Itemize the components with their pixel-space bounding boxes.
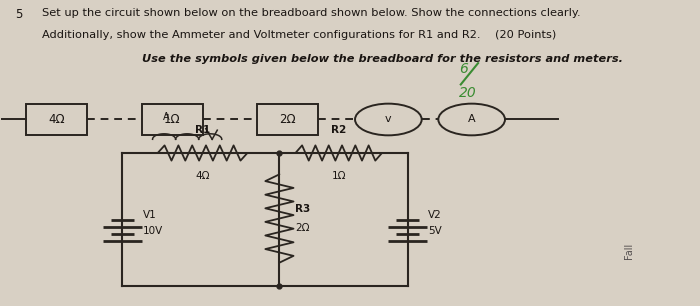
Text: R1: R1 xyxy=(195,125,210,135)
Text: 1Ω: 1Ω xyxy=(164,113,181,126)
Text: 4Ω: 4Ω xyxy=(195,171,210,181)
Text: Set up the circuit shown below on the breadboard shown below. Show the connectio: Set up the circuit shown below on the br… xyxy=(42,8,581,18)
Text: Fall: Fall xyxy=(624,242,634,259)
Text: 5: 5 xyxy=(15,8,22,21)
Text: V1: V1 xyxy=(143,211,157,220)
Text: V2: V2 xyxy=(428,211,442,220)
Bar xyxy=(257,104,318,135)
Text: 1Ω: 1Ω xyxy=(331,171,346,181)
Text: A: A xyxy=(162,112,169,122)
Text: 2Ω: 2Ω xyxy=(295,223,310,233)
Bar xyxy=(27,104,88,135)
Text: 5V: 5V xyxy=(428,226,442,236)
Text: 10V: 10V xyxy=(143,226,163,236)
Text: 4Ω: 4Ω xyxy=(48,113,65,126)
Text: Additionally, show the Ammeter and Voltmeter configurations for R1 and R2.    (2: Additionally, show the Ammeter and Voltm… xyxy=(42,30,557,40)
Text: v: v xyxy=(385,114,392,125)
Text: 2Ω: 2Ω xyxy=(279,113,295,126)
Text: R3: R3 xyxy=(295,204,311,215)
Text: Use the symbols given below the breadboard for the resistors and meters.: Use the symbols given below the breadboa… xyxy=(141,54,623,64)
Text: 6: 6 xyxy=(458,62,468,76)
Bar xyxy=(141,104,202,135)
Text: A: A xyxy=(468,114,475,125)
Text: 20: 20 xyxy=(458,86,477,100)
Text: R2: R2 xyxy=(331,125,346,135)
